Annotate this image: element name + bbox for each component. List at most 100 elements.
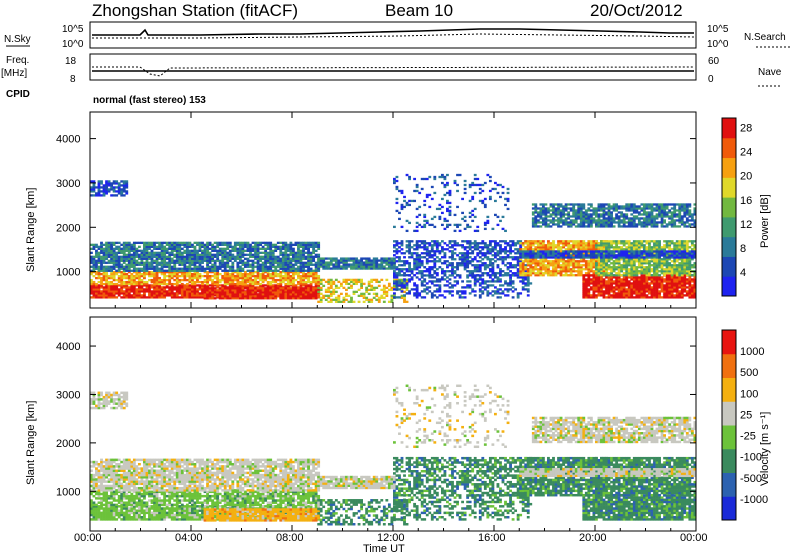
power-cell bbox=[231, 263, 235, 266]
power-cell bbox=[342, 298, 346, 301]
power-cell bbox=[461, 246, 464, 249]
power-cell bbox=[276, 241, 280, 245]
power-cell bbox=[345, 280, 348, 284]
power-cell bbox=[526, 280, 530, 283]
power-cell bbox=[541, 266, 545, 269]
power-cell bbox=[165, 290, 169, 293]
power-cell bbox=[304, 297, 308, 300]
power-cell bbox=[198, 259, 202, 262]
power-cell bbox=[211, 259, 215, 262]
power-cell bbox=[223, 284, 227, 287]
power-cell bbox=[620, 211, 624, 214]
power-cell bbox=[408, 280, 411, 283]
power-cell bbox=[509, 288, 512, 291]
power-cell bbox=[135, 274, 139, 278]
power-cell bbox=[519, 246, 523, 249]
power-cell bbox=[193, 267, 197, 270]
power-cell bbox=[627, 205, 631, 208]
power-cell bbox=[602, 207, 606, 210]
power-cell bbox=[405, 250, 409, 253]
power-cell bbox=[286, 245, 290, 248]
power-cell bbox=[143, 270, 146, 274]
power-cell bbox=[448, 205, 452, 209]
noise-tick-bottom-right: 10^0 bbox=[707, 39, 729, 50]
power-cell bbox=[531, 221, 535, 224]
power-cell bbox=[226, 251, 230, 254]
power-cell bbox=[90, 296, 93, 299]
power-cell bbox=[213, 297, 217, 300]
power-cell bbox=[456, 242, 459, 245]
power-cell bbox=[188, 288, 192, 291]
power-cell bbox=[418, 205, 422, 209]
power-cell bbox=[246, 243, 250, 246]
power-cell bbox=[440, 276, 444, 279]
power-cell bbox=[536, 221, 540, 224]
power-cell bbox=[281, 261, 285, 264]
power-cell bbox=[112, 257, 116, 260]
power-cell bbox=[488, 262, 492, 265]
power-cell bbox=[393, 284, 396, 288]
power-cell bbox=[501, 250, 505, 253]
power-cell bbox=[516, 270, 520, 273]
power-cell bbox=[233, 287, 237, 290]
power-cell bbox=[486, 294, 490, 297]
power-cell bbox=[415, 268, 419, 271]
power-cell bbox=[170, 270, 174, 274]
power-cell bbox=[367, 265, 371, 268]
power-cell bbox=[127, 294, 131, 297]
power-cell bbox=[307, 276, 310, 280]
power-cell bbox=[130, 265, 134, 268]
power-cell bbox=[370, 267, 374, 270]
power-cell bbox=[266, 247, 270, 250]
power-cell bbox=[569, 223, 573, 226]
power-cell bbox=[170, 267, 174, 270]
power-cell bbox=[473, 278, 477, 281]
power-cell bbox=[589, 262, 593, 265]
power-cell bbox=[600, 215, 603, 218]
power-cell bbox=[307, 270, 310, 274]
power-cell bbox=[188, 278, 192, 282]
power-cell bbox=[137, 284, 141, 287]
power-cell bbox=[453, 240, 457, 243]
power-cell bbox=[160, 272, 164, 276]
power-cell bbox=[117, 245, 121, 248]
power-cell bbox=[433, 240, 437, 243]
power-cell bbox=[552, 264, 555, 267]
power-cell bbox=[504, 274, 507, 277]
power-cell bbox=[251, 274, 255, 278]
power-cell bbox=[567, 225, 571, 228]
power-cell bbox=[398, 217, 401, 221]
power-cell bbox=[562, 213, 565, 216]
power-cell bbox=[196, 253, 199, 256]
power-cell bbox=[100, 284, 103, 287]
power-cell bbox=[274, 291, 278, 294]
power-cell bbox=[534, 209, 538, 212]
power-cell bbox=[117, 274, 121, 278]
power-cell bbox=[137, 261, 141, 264]
power-cell bbox=[168, 282, 172, 286]
power-cell bbox=[193, 272, 197, 276]
power-cell bbox=[216, 286, 220, 289]
power-cell bbox=[185, 259, 189, 262]
power-cell bbox=[458, 294, 462, 297]
power-cell bbox=[125, 284, 129, 287]
power-cell bbox=[256, 259, 260, 262]
power-cell bbox=[228, 284, 232, 287]
power-cell bbox=[398, 189, 401, 193]
power-cell bbox=[488, 276, 492, 279]
power-cell bbox=[216, 253, 220, 256]
power-cell bbox=[448, 189, 452, 193]
power-cell bbox=[635, 215, 639, 218]
power-cell bbox=[448, 211, 452, 215]
power-cell bbox=[218, 243, 222, 246]
power-cell bbox=[208, 251, 212, 254]
power-cell bbox=[524, 274, 528, 277]
power-cell bbox=[312, 270, 316, 274]
power-cell bbox=[458, 290, 462, 293]
power-cell bbox=[572, 268, 576, 271]
power-cell bbox=[473, 256, 477, 259]
power-cell bbox=[334, 300, 338, 303]
power-cell bbox=[259, 282, 262, 286]
power-cell bbox=[198, 245, 202, 248]
power-cell bbox=[294, 278, 298, 282]
